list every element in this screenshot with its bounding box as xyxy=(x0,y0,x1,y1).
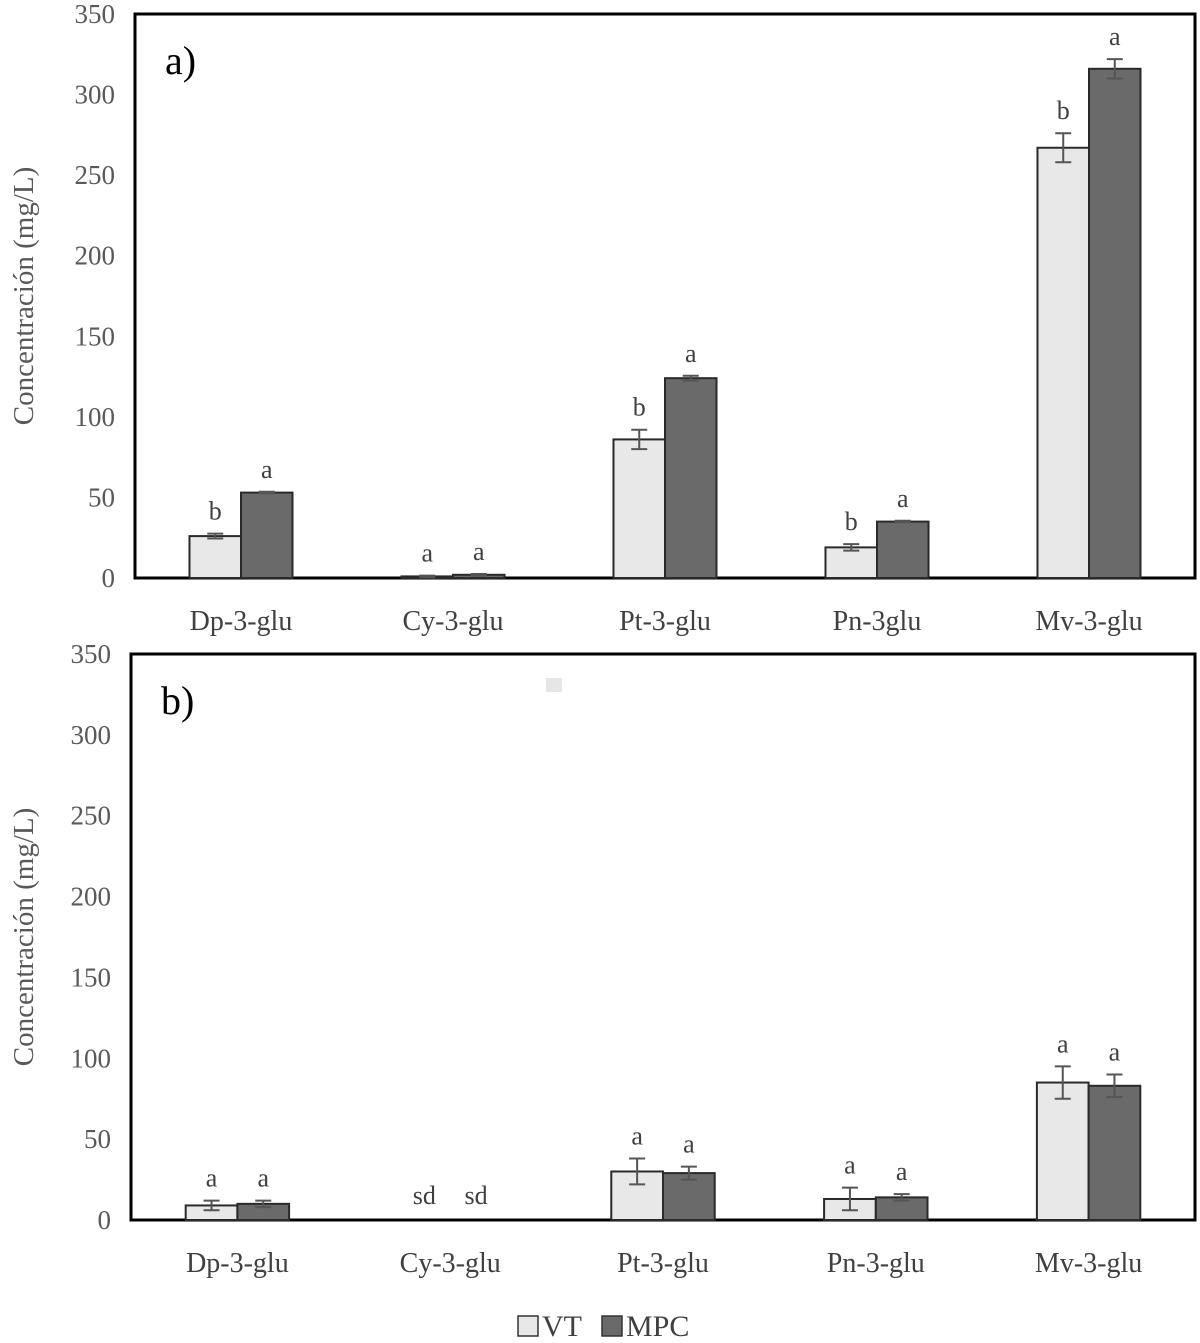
y-tick-label: 300 xyxy=(71,720,112,750)
significance-label: a xyxy=(1057,1029,1069,1058)
y-tick-label: 50 xyxy=(88,482,115,512)
bar-mpc xyxy=(662,1172,716,1222)
significance-label: a xyxy=(1109,22,1121,51)
y-tick-label: 300 xyxy=(75,80,116,110)
y-tick-label: 250 xyxy=(75,160,116,190)
y-tick-label: 350 xyxy=(71,639,112,669)
x-tick-label: Cy-3-glu xyxy=(402,606,503,637)
x-tick-label: Pt-3-glu xyxy=(619,606,711,637)
bar-mpc xyxy=(876,520,930,579)
significance-label: b xyxy=(845,507,858,536)
y-tick-label: 100 xyxy=(75,402,116,432)
chart-panel-b: 0 50 100 150 200 250 300 350 Concentración (mg/L… xyxy=(8,639,1197,1279)
y-tick-label: 50 xyxy=(84,1124,111,1154)
x-tick-label: Pn-3glu xyxy=(833,606,922,637)
significance-label: b xyxy=(1057,96,1070,125)
legend: VT MPC xyxy=(517,1310,689,1343)
bar-vt xyxy=(188,535,242,579)
x-tick-label: Pt-3-glu xyxy=(617,1248,709,1279)
y-tick-label: 100 xyxy=(71,1043,112,1073)
significance-label: a xyxy=(844,1151,856,1180)
significance-label: b xyxy=(209,497,222,526)
bar-vt xyxy=(824,546,879,580)
x-tick-label: Cy-3-glu xyxy=(400,1248,501,1279)
significance-label: b xyxy=(633,393,646,422)
x-tick-label: Dp-3-glu xyxy=(186,1248,289,1279)
bar-mpc xyxy=(1088,67,1142,579)
legend-label-vt: VT xyxy=(542,1310,582,1343)
significance-label: a xyxy=(257,1164,269,1193)
x-tick-label: Pn-3-glu xyxy=(827,1248,925,1279)
significance-label: a xyxy=(473,537,485,566)
bar-mpc xyxy=(240,491,294,580)
x-tick-label: Mv-3-glu xyxy=(1035,606,1142,637)
y-tick-label: 150 xyxy=(75,321,116,351)
x-tick-label: Dp-3-glu xyxy=(190,606,293,637)
y-tick-label: 200 xyxy=(71,882,112,912)
legend-swatch-vt xyxy=(517,1315,539,1337)
significance-label: sd xyxy=(413,1181,436,1210)
y-tick-label: 0 xyxy=(98,1205,112,1235)
legend-label-mpc: MPC xyxy=(626,1310,689,1343)
panel-label: b) xyxy=(161,678,194,723)
bar-mpc xyxy=(1087,1084,1142,1221)
significance-label: a xyxy=(1109,1037,1121,1066)
y-axis-title: Concentración (mg/L) xyxy=(8,167,40,426)
bar-vt xyxy=(1036,146,1091,579)
bar-mpc xyxy=(664,377,718,579)
y-tick-label: 200 xyxy=(75,241,116,271)
chart-panel-a: 0 50 100 150 200 250 300 350 Concentración (mg/L… xyxy=(8,0,1197,637)
significance-label: a xyxy=(685,339,697,368)
bar-vt xyxy=(1035,1081,1090,1221)
plot-frame xyxy=(129,652,1197,1222)
significance-label: a xyxy=(896,1157,908,1186)
y-axis-title: Concentración (mg/L) xyxy=(8,808,40,1067)
significance-label: a xyxy=(206,1164,218,1193)
legend-swatch-mpc xyxy=(601,1315,623,1337)
x-tick-label: Mv-3-glu xyxy=(1035,1248,1142,1279)
significance-label: a xyxy=(683,1130,695,1159)
significance-label: a xyxy=(897,484,909,513)
y-tick-label: 350 xyxy=(75,0,116,29)
significance-label: a xyxy=(261,455,273,484)
y-tick-label: 150 xyxy=(71,962,112,992)
significance-label: a xyxy=(631,1122,643,1151)
y-tick-label: 0 xyxy=(102,563,116,593)
significance-label: a xyxy=(421,539,433,568)
panel-label: a) xyxy=(165,38,196,83)
bar-vt xyxy=(612,438,667,579)
y-tick-label: 250 xyxy=(71,801,112,831)
artifact-square xyxy=(546,678,562,692)
significance-label: sd xyxy=(464,1181,487,1210)
